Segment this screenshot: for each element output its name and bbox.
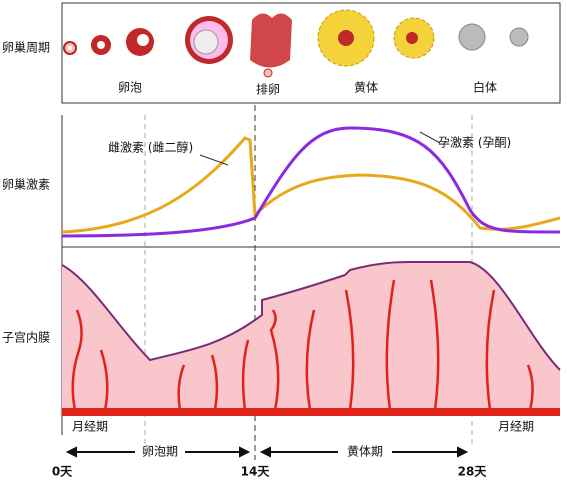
row-label: 卵巢周期 (2, 41, 50, 55)
arteries (71, 279, 534, 411)
estrogen-curve (61, 136, 561, 234)
stage-label: 卵泡 (118, 81, 142, 95)
ovary-panel (61, 2, 561, 104)
day-label: 0天 (52, 465, 73, 479)
estrogen-label: 雌激素 (雌二醇) (108, 140, 193, 155)
phase-box (480, 418, 558, 434)
leader (199, 154, 229, 166)
row-label: 子宫内膜 (2, 330, 50, 345)
phase-label: 月经期 (498, 420, 534, 434)
endometrium-layer (62, 262, 560, 412)
day-label: 28天 (458, 465, 488, 479)
phase-box (338, 444, 392, 460)
endometrium-surface (61, 261, 561, 371)
stage-label: 黄体 (354, 81, 378, 95)
stage-label: 排卵 (256, 83, 280, 97)
basal-layer (62, 408, 560, 416)
phase-label: 黄体期 (347, 445, 383, 459)
phase-label: 月经期 (72, 420, 108, 434)
phase-box (64, 418, 139, 434)
phase-label: 卵泡期 (142, 445, 178, 459)
stage-label: 白体 (473, 80, 497, 95)
progesterone-curve (61, 126, 561, 238)
progesterone-label: 孕激素 (孕酮) (438, 136, 511, 150)
follicles (63, 9, 529, 78)
leader (419, 131, 441, 144)
day-label: 14天 (241, 465, 271, 479)
timeline-arrows (65, 446, 469, 458)
row-label: 卵巢激素 (2, 178, 50, 192)
phase-box (135, 444, 185, 460)
